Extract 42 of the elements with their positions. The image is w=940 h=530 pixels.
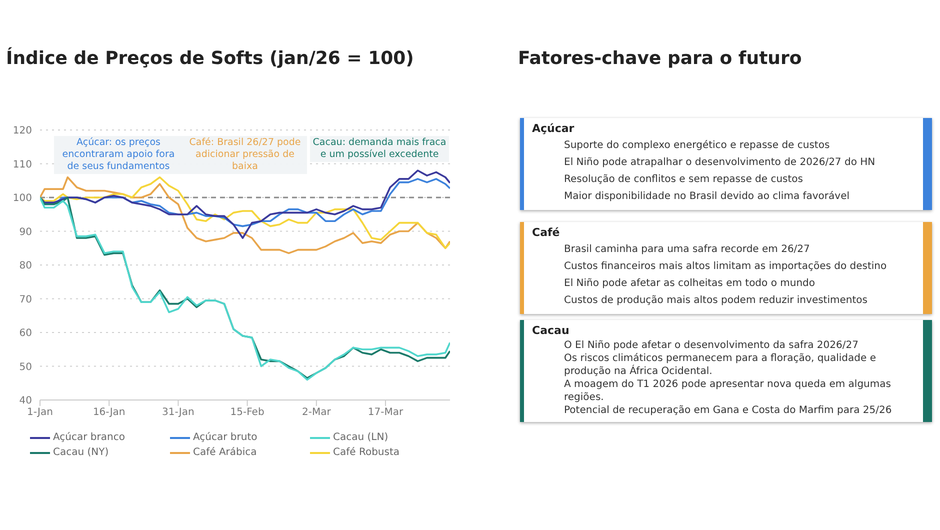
y-tick-label: 100 <box>12 193 32 204</box>
text: Maior disponibilidade no Brasil devido ao clima favorável <box>563 190 851 204</box>
legend-label: Cacau (NY) <box>52 447 110 458</box>
x-tick-label: 31-Jan <box>162 407 194 418</box>
annotation: Açúcar: os preços encontraram apoio fora de seus fundamentos <box>54 136 183 174</box>
text: Café <box>532 226 561 239</box>
x-tick-label: 17-Mar <box>368 407 404 418</box>
text: Açúcar <box>532 122 576 135</box>
text: Cacau <box>532 324 570 337</box>
annotation: Café: Brasil 26/27 pode adicionar pressão de baixa <box>183 136 307 174</box>
x-tick-label: 1-Jan <box>27 407 53 418</box>
y-tick-label: 60 <box>19 328 32 340</box>
text: El Niño pode atrapalhar o desenvolvimento de 2026/27 do HN <box>563 156 876 170</box>
y-tick-label: 110 <box>12 159 32 170</box>
text: Brasil caminha para uma safra recorde em 26/27 <box>563 243 811 257</box>
text: El Niño pode afetar as colheitas em todo o mundo <box>563 277 816 291</box>
x-tick-label: 2-Mar <box>302 407 332 418</box>
text: Os riscos climáticos permanecem para a floração, qualidade e produção na África Ocidental. <box>563 352 877 378</box>
text: O El Niño pode afetar o desenvolvimento da safra 2026/27 <box>563 339 860 352</box>
text: Potencial de recuperação em Gana e Costa do Marfim para 25/26 <box>563 404 893 417</box>
x-tick-label: 15-Feb <box>230 407 264 418</box>
text: Suporte do complexo energético e repasse de custos <box>563 139 831 153</box>
legend-label: Açúcar branco <box>52 432 126 443</box>
y-tick-label: 40 <box>19 396 32 407</box>
text: Resolução de conflitos e sem repasse de custos <box>563 173 804 187</box>
legend-label: Açúcar bruto <box>192 432 258 443</box>
y-tick-label: 80 <box>19 260 32 272</box>
y-tick-label: 90 <box>19 226 32 238</box>
x-tick-label: 16-Jan <box>92 407 126 418</box>
line-series <box>40 170 450 239</box>
y-tick-label: 120 <box>12 126 32 137</box>
text: Fatores-chave para o futuro <box>518 48 802 69</box>
annotation: Cacau: demanda mais fraca e um possível excedente <box>310 136 449 162</box>
y-tick-label: 50 <box>19 362 32 373</box>
legend-label: Café Arábica <box>192 447 258 458</box>
chart-title: Índice de Preços de Softs (jan/26 = 100) <box>5 48 415 71</box>
y-tick-label: 70 <box>19 294 32 306</box>
legend-label: Café Robusta <box>332 447 401 458</box>
legend-label: Cacau (LN) <box>332 432 390 443</box>
text: Custos financeiros mais altos limitam as importações do destino <box>563 260 888 274</box>
text: A moagem do T1 2026 pode apresentar nova queda em algumas regiões. <box>563 378 892 404</box>
text: Custos de produção mais altos podem reduzir investimentos <box>563 294 868 308</box>
